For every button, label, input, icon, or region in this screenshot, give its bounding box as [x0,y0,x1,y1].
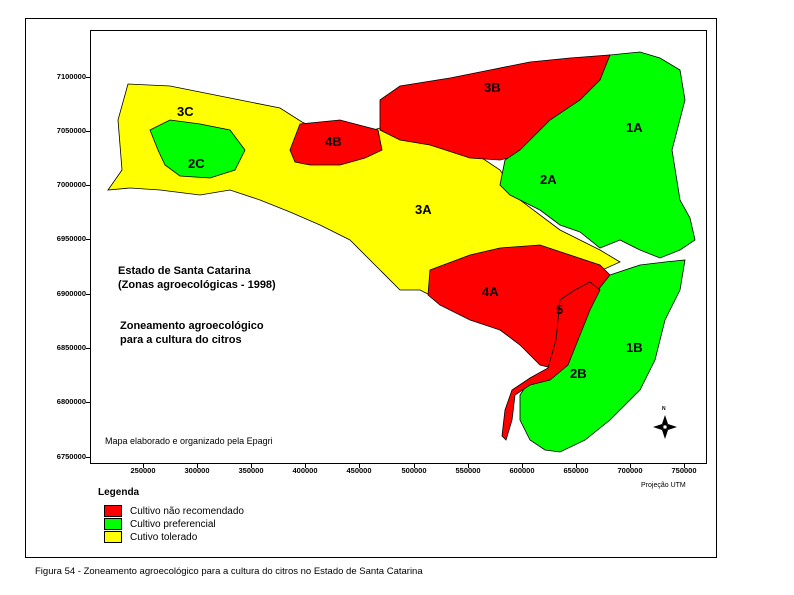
legend-swatch-yellow [104,531,122,543]
x-tick-mark [251,464,252,468]
x-tick-label: 700000 [617,466,643,475]
zone-label-2b: 2B [570,366,587,381]
x-tick-label: 250000 [130,466,156,475]
legend-item-preferencial: Cultivo preferencial [104,518,216,530]
north-arrow-icon [653,415,677,439]
y-tick-label: 6950000 [56,234,86,243]
x-tick-label: 500000 [401,466,427,475]
zone-label-3c: 3C [177,104,194,119]
zone-4b-region [289,119,383,166]
y-tick-label: 6850000 [56,343,86,352]
x-tick-mark [414,464,415,468]
x-tick-label: 650000 [563,466,589,475]
caption-prefix: Figura 54 - [35,566,81,577]
x-tick-mark [522,464,523,468]
north-label: N [662,406,666,412]
y-tick-label: 6750000 [56,452,86,461]
y-tick-mark [86,185,90,186]
y-tick-label: 7050000 [56,126,86,135]
y-tick-mark [86,457,90,458]
y-tick-mark [86,239,90,240]
y-tick-mark [86,402,90,403]
x-tick-label: 350000 [238,466,264,475]
zone-label-1a: 1A [626,120,643,135]
x-tick-label: 750000 [671,466,697,475]
x-tick-label: 450000 [346,466,372,475]
zone-label-4b: 4B [325,134,342,149]
x-tick-label: 300000 [184,466,210,475]
map-subtitle-line1: Zoneamento agroecológico [120,320,264,332]
y-tick-label: 6900000 [56,289,86,298]
x-tick-mark [305,464,306,468]
y-tick-mark [86,294,90,295]
zone-label-1b: 1B [626,340,643,355]
legend-item-tolerado: Cutivo tolerado [104,531,197,543]
x-tick-mark [576,464,577,468]
legend-label: Cultivo preferencial [130,518,216,530]
legend-title: Legenda [98,487,140,498]
legend-swatch-green [104,518,122,530]
x-tick-mark [684,464,685,468]
zone-5-region [501,281,601,441]
y-tick-mark [86,131,90,132]
caption-text: Zoneamento agroecológico para a cultura … [80,566,423,577]
x-tick-label: 550000 [455,466,481,475]
x-tick-label: 600000 [509,466,535,475]
x-tick-mark [468,464,469,468]
figure-caption: Figura 54 - Zoneamento agroecológico par… [35,566,423,577]
y-tick-label: 7100000 [56,72,86,81]
zone-2c-region [149,119,246,179]
x-tick-mark [359,464,360,468]
x-tick-mark [197,464,198,468]
zone-label-3b: 3B [484,80,501,95]
y-tick-mark [86,348,90,349]
legend-item-nao-recomendado: Cultivo não recomendado [104,505,244,517]
x-tick-label: 400000 [292,466,318,475]
legend-label: Cultivo não recomendado [130,505,244,517]
legend-swatch-red [104,505,122,517]
y-tick-label: 6800000 [56,397,86,406]
zone-label-5: 5 [556,302,564,317]
legend-label: Cutivo tolerado [130,531,198,543]
figure-frame [25,18,717,558]
y-tick-mark [86,77,90,78]
map-title-line1: Estado de Santa Catarina [118,265,251,277]
zone-label-2a: 2A [540,172,557,187]
map-credit: Mapa elaborado e organizado pela Epagri [105,436,273,446]
map-subtitle-line2: para a cultura do citros [120,334,242,346]
zone-2a-1a-region [499,51,696,259]
x-tick-mark [143,464,144,468]
zone-label-4a: 4A [482,284,499,299]
map-title-line2: (Zonas agroecológicas - 1998) [118,279,276,291]
projection-label: Projeção UTM [641,482,686,489]
zone-label-3a: 3A [415,202,432,217]
y-tick-label: 7000000 [56,180,86,189]
zone-label-2c: 2C [188,156,205,171]
x-tick-mark [630,464,631,468]
